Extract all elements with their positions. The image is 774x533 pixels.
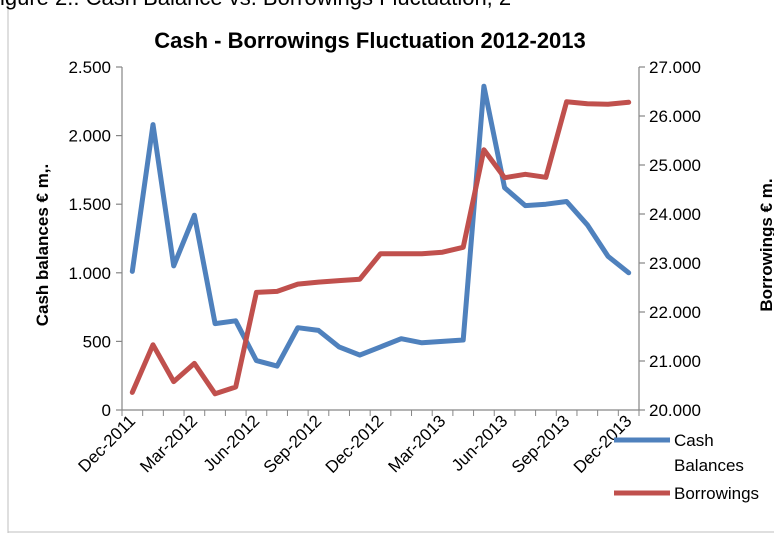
legend-label-borrowings: Borrowings	[674, 484, 759, 503]
left-tick-label: 0	[102, 401, 111, 420]
header-cutoff-text: igure 2.: Cash Balance vs. Borrowings Fl…	[0, 0, 511, 10]
right-axis-title-group: Borrowings € m.	[757, 178, 774, 311]
right-tick-label: 26.000	[649, 107, 701, 126]
right-tick-label: 25.000	[649, 156, 701, 175]
legend: Cash Balances Borrowings	[614, 431, 759, 503]
right-tick-label: 22.000	[649, 303, 701, 322]
left-tick-label: 2.500	[68, 58, 111, 77]
left-tick-label: 2.000	[68, 127, 111, 146]
right-tick-label: 27.000	[649, 58, 701, 77]
legend-label-cash-balances-line1: Cash	[674, 431, 714, 450]
right-tick-label: 21.000	[649, 352, 701, 371]
x-tick-label: Dec-2012	[322, 411, 388, 477]
x-tick-label: Dec-2011	[75, 411, 140, 476]
left-axis-title-group: Cash balances € m,.	[33, 164, 52, 327]
x-tick-label: Sep-2013	[508, 411, 574, 477]
left-tick-label: 1.500	[68, 195, 111, 214]
right-tick-label: 20.000	[649, 401, 701, 420]
x-tick-label: Jun-2012	[200, 411, 264, 475]
x-tick-label: Mar-2012	[136, 411, 201, 476]
x-tick-label: Dec-2013	[570, 411, 636, 477]
x-axis-ticks: Dec-2011Mar-2012Jun-2012Sep-2012Dec-2012…	[75, 410, 640, 477]
right-tick-label: 24.000	[649, 205, 701, 224]
x-tick-label: Mar-2013	[384, 411, 449, 476]
right-axis-title: Borrowings € m.	[757, 178, 774, 311]
left-tick-label: 1.000	[68, 264, 111, 283]
series-line-borrowings	[129, 99, 632, 397]
chart-title: Cash - Borrowings Fluctuation 2012-2013	[154, 28, 586, 53]
x-tick-label: Sep-2012	[260, 411, 326, 477]
series-lines	[129, 83, 632, 397]
legend-label-cash-balances-line2: Balances	[674, 456, 744, 475]
x-tick-label: Jun-2013	[448, 411, 512, 475]
left-axis-title: Cash balances € m,.	[33, 164, 52, 327]
right-tick-label: 23.000	[649, 254, 701, 273]
left-tick-label: 500	[83, 332, 111, 351]
series-line-cash-balances	[129, 83, 632, 369]
right-axis-ticks: 20.000 21.000 22.000 23.000 24.000 25.000 26.0…	[639, 58, 701, 420]
left-axis-ticks: 0 500 1.000 1.500 2.000 2.500	[68, 58, 122, 420]
